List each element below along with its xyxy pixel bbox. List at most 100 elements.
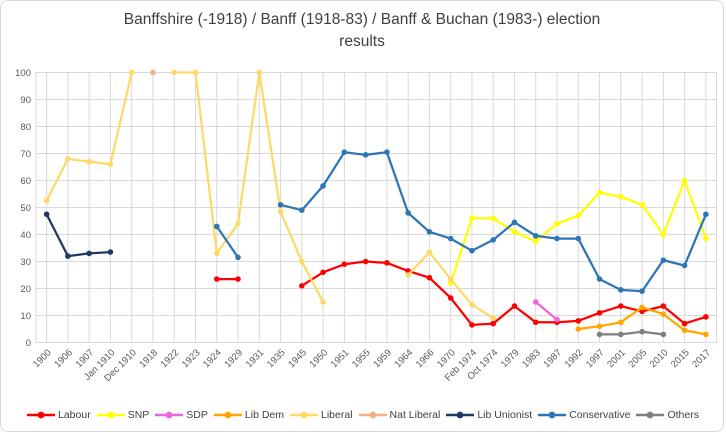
y-axis-tick-label: 20 — [20, 284, 31, 295]
x-axis-tick-label: 1900 — [31, 347, 54, 370]
legend-item-conservative: Conservative — [538, 409, 630, 421]
data-point-conservative — [639, 288, 645, 295]
data-point-liberal — [299, 258, 305, 265]
legend-label: Nat Liberal — [389, 409, 441, 421]
data-point-snp — [596, 189, 603, 196]
series-line-sdp — [534, 300, 559, 321]
data-point-lib-dem — [596, 323, 603, 330]
data-point-conservative — [554, 235, 560, 242]
x-axis-tick-label: 1966 — [414, 347, 437, 370]
legend-label: SDP — [186, 409, 208, 421]
data-point-liberal — [192, 69, 199, 76]
x-axis-tick-label: 2017 — [690, 347, 713, 370]
data-point-conservative — [660, 257, 667, 263]
data-point-conservative — [681, 262, 688, 269]
x-axis-tick-label: 2010 — [648, 347, 671, 370]
data-point-conservative — [447, 235, 454, 242]
data-point-labour — [447, 295, 454, 301]
x-axis-tick-label: 1992 — [563, 347, 586, 370]
data-point-liberal — [65, 156, 71, 162]
x-axis-tick-label: 1924 — [201, 347, 224, 370]
y-axis-tick-label: 90 — [20, 95, 31, 106]
data-point-others — [596, 331, 603, 338]
data-point-snp — [575, 212, 582, 219]
data-point-lib-dem — [639, 304, 645, 311]
data-point-lib-unionist — [43, 211, 50, 218]
legend-item-nat-liberal: Nat Liberal — [358, 409, 441, 421]
data-point-snp — [490, 215, 497, 222]
data-point-liberal — [320, 299, 326, 305]
data-point-labour — [213, 276, 220, 282]
data-point-conservative — [618, 287, 624, 293]
y-axis-tick-label: 30 — [20, 257, 31, 268]
series-line-liberal — [45, 71, 495, 320]
chart-title: Banffshire (-1918) / Banff (1918-83) / B… — [82, 9, 642, 54]
x-axis-tick-label: 1997 — [584, 347, 607, 370]
chart-title-line2: results — [339, 33, 385, 51]
legend-label: Liberal — [321, 409, 353, 421]
data-point-conservative — [426, 229, 433, 235]
y-axis-tick-label: 40 — [20, 230, 31, 241]
data-point-labour — [660, 303, 667, 309]
legend-item-liberal: Liberal — [290, 409, 353, 421]
series-line-others — [598, 330, 665, 336]
data-point-liberal — [277, 208, 284, 215]
data-point-conservative — [213, 223, 220, 230]
data-point-liberal — [469, 301, 475, 308]
data-point-lib-unionist — [86, 250, 92, 257]
data-point-sdp — [532, 299, 539, 305]
y-axis-tick-label: 60 — [20, 176, 31, 187]
legend-marker-icon — [538, 411, 567, 419]
legend-marker-icon — [290, 411, 318, 419]
data-point-liberal — [490, 315, 497, 322]
x-axis-tick-label: 1935 — [265, 347, 288, 370]
data-point-labour — [532, 319, 539, 326]
x-axis-tick-label: 1964 — [393, 347, 416, 370]
legend-label: SNP — [127, 409, 150, 421]
legend-marker-icon — [96, 411, 125, 419]
data-point-conservative — [235, 254, 241, 261]
legend-item-lib-dem: Lib Dem — [213, 409, 284, 421]
data-point-liberal — [405, 272, 411, 278]
data-point-conservative — [532, 233, 539, 239]
x-axis-tick-label: 1987 — [541, 347, 564, 370]
chart-legend: Labour SNP SDP Lib Dem Liberal Nat Liberal Lib… — [1, 404, 723, 426]
data-point-liberal — [43, 197, 50, 204]
data-point-conservative — [511, 219, 518, 226]
data-point-conservative — [490, 237, 497, 243]
data-point-labour — [384, 260, 390, 266]
data-point-liberal — [213, 250, 220, 257]
data-point-labour — [235, 276, 241, 282]
data-point-lib-unionist — [107, 249, 114, 255]
legend-label: Others — [667, 409, 699, 421]
data-point-labour — [681, 320, 688, 327]
data-point-snp — [703, 235, 709, 242]
data-point-snp — [681, 177, 688, 184]
data-point-snp — [511, 229, 518, 235]
data-point-lib-dem — [660, 311, 667, 317]
x-axis-tick-label: 1923 — [180, 347, 203, 370]
data-point-conservative — [362, 152, 369, 158]
legend-marker-icon — [446, 411, 475, 419]
data-point-liberal — [107, 161, 114, 168]
data-point-others — [660, 331, 667, 338]
data-point-snp — [469, 215, 475, 222]
legend-label: Lib Dem — [244, 409, 284, 421]
x-axis-tick-label: 1931 — [244, 347, 267, 370]
x-axis-tick-label: 2001 — [605, 347, 628, 370]
data-point-labour — [426, 274, 433, 281]
legend-marker-icon — [155, 411, 184, 419]
series-line-lib-unionist — [45, 213, 112, 258]
legend-marker-icon — [213, 411, 242, 419]
data-point-labour — [618, 303, 624, 309]
data-point-liberal — [128, 69, 135, 76]
x-axis-tick-label: 1955 — [350, 347, 373, 370]
x-axis-tick-label: 2005 — [626, 347, 649, 370]
y-axis-tick-label: 80 — [20, 122, 31, 133]
legend-label: Lib Unionist — [477, 409, 533, 421]
x-axis-tick-label: 2015 — [669, 347, 692, 370]
data-point-snp — [660, 231, 667, 238]
data-point-conservative — [277, 202, 284, 208]
